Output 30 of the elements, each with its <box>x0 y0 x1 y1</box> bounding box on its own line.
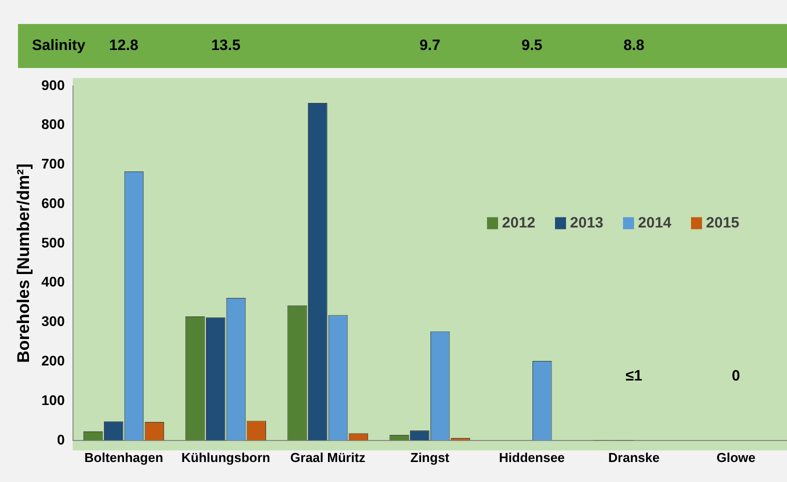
legend-label: 2015 <box>706 214 740 232</box>
annotation: 0 <box>732 368 740 385</box>
y-tick-label: 0 <box>56 431 65 448</box>
x-tick-label: Kühlungsborn <box>181 450 270 465</box>
x-tick-label: Zingst <box>410 450 450 465</box>
y-tick-label: 400 <box>41 274 65 290</box>
text: 8.8 <box>624 37 644 54</box>
x-tick-label: Dranske <box>608 450 660 465</box>
y-tick-label: 600 <box>41 194 65 211</box>
y-axis-title: Boreholes [Number/dm²] <box>14 164 33 363</box>
text: 9.7 <box>419 37 440 54</box>
text: Salinity <box>32 37 86 54</box>
x-tick-label: Graal Müritz <box>290 450 366 465</box>
text: 9.5 <box>521 37 542 54</box>
y-tick-label: 300 <box>41 313 65 330</box>
y-tick-label: 900 <box>41 76 65 93</box>
x-tick-label: Boltenhagen <box>84 450 164 465</box>
legend-label: 2012 <box>502 214 536 232</box>
y-tick-label: 500 <box>41 234 65 250</box>
x-tick-label: Hiddensee <box>499 450 565 465</box>
y-tick-label: 200 <box>41 352 65 369</box>
text: 12.8 <box>109 37 138 54</box>
legend-label: 2013 <box>570 214 604 232</box>
annotation: ≤1 <box>626 368 642 385</box>
legend-label: 2014 <box>638 214 672 232</box>
y-tick-label: 800 <box>41 116 65 132</box>
y-tick-label: 700 <box>41 156 65 172</box>
x-tick-label: Glowe <box>716 450 756 465</box>
text: 13.5 <box>211 37 240 54</box>
y-tick-label: 100 <box>41 392 65 408</box>
